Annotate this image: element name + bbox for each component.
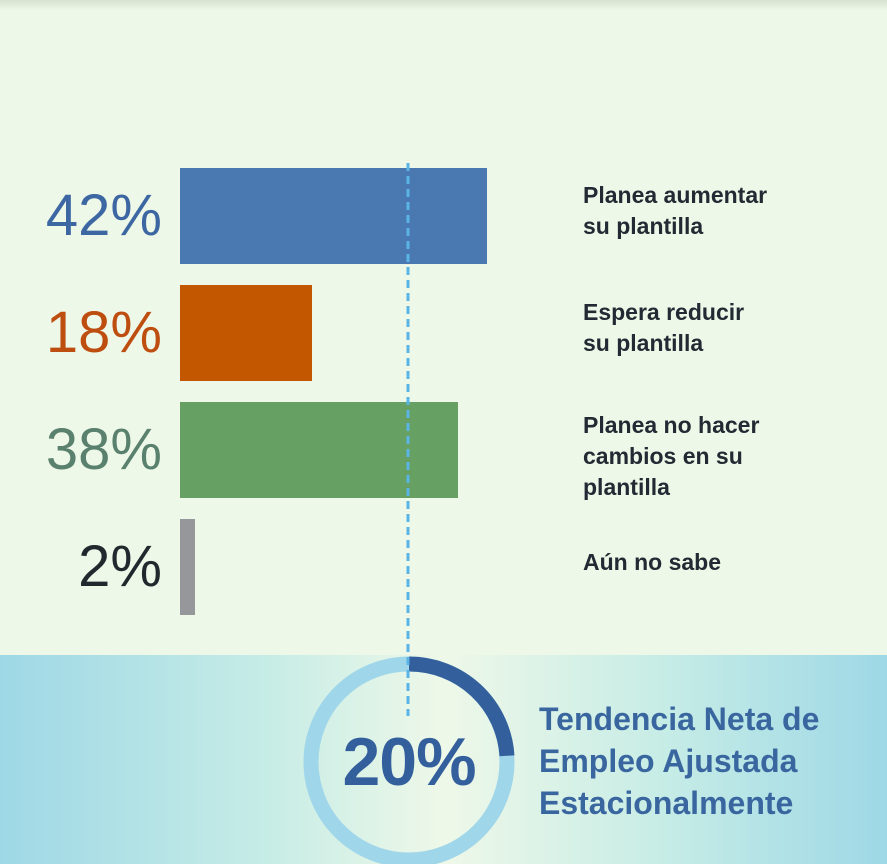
desc-line: Espera reducir xyxy=(583,299,745,325)
bar-decrease xyxy=(180,285,312,381)
net-trend-title: Tendencia Neta de Empleo Ajustada Estaci… xyxy=(539,698,879,824)
title-line: Empleo Ajustada xyxy=(539,743,798,779)
percent-label: 42% xyxy=(45,183,162,248)
summary-band xyxy=(0,655,887,864)
bar-row-increase: 42% xyxy=(0,168,887,264)
bar-row-decrease: 18% xyxy=(0,285,887,381)
bar-row-unknown: 2% xyxy=(0,519,887,615)
desc-decrease: Espera reducir su plantilla xyxy=(583,297,813,359)
percent-label: 2% xyxy=(78,534,162,599)
net-trend-value: 20% xyxy=(342,724,476,800)
title-line: Estacionalmente xyxy=(539,785,794,821)
percent-label: 18% xyxy=(45,300,162,365)
desc-line: cambios en su xyxy=(583,443,743,469)
top-shade xyxy=(0,0,887,10)
desc-increase: Planea aumentar su plantilla xyxy=(583,180,813,242)
desc-unknown: Aún no sabe xyxy=(583,547,813,578)
bar-no-change xyxy=(180,402,458,498)
bar-row-no-change: 38% xyxy=(0,402,887,498)
desc-line: Planea no hacer xyxy=(583,412,760,438)
desc-line: Planea aumentar xyxy=(583,182,768,208)
percent-label: 38% xyxy=(45,417,162,482)
desc-line: Aún no sabe xyxy=(583,549,722,575)
desc-no-change: Planea no hacer cambios en su plantilla xyxy=(583,410,813,503)
desc-line: plantilla xyxy=(583,474,670,500)
title-line: Tendencia Neta de xyxy=(539,701,820,737)
desc-line: su plantilla xyxy=(583,330,704,356)
donut-fill xyxy=(408,656,515,757)
desc-line: su plantilla xyxy=(583,213,704,239)
bar-unknown xyxy=(180,519,195,615)
bar-increase xyxy=(180,168,487,264)
